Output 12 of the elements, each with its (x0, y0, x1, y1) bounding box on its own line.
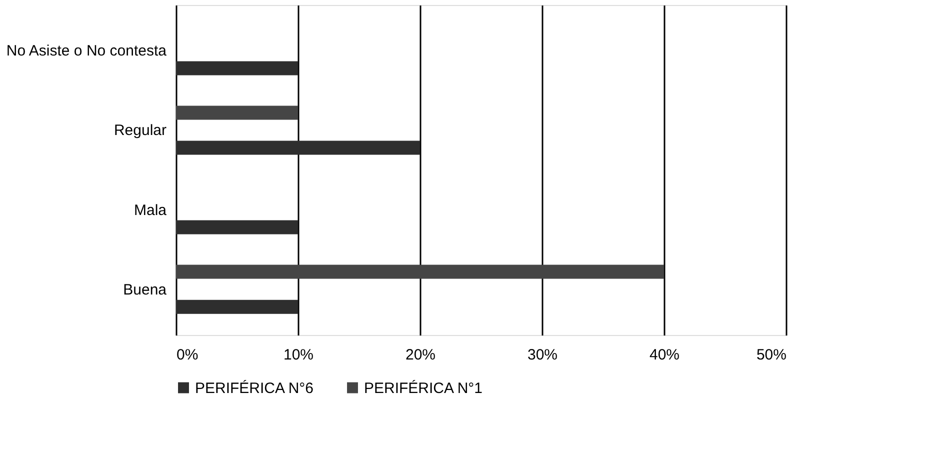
y-tick-label: No Asiste o No contesta (6, 42, 168, 60)
y-tick-label: Regular (114, 122, 167, 140)
x-tick-label: 20% (405, 346, 436, 364)
y-tick-label: Mala (134, 202, 168, 219)
x-tick-label: 50% (756, 346, 786, 364)
x-tick-label: 10% (283, 346, 314, 364)
y-tick-label: Buena (123, 281, 168, 298)
legend-label: PERIFÉRICA N°1 (364, 378, 483, 397)
legend-label: PERIFÉRICA N°6 (195, 378, 314, 397)
x-tick-label: 30% (527, 346, 558, 364)
x-tick-label: 0% (176, 346, 198, 364)
x-tick-label: 40% (649, 346, 680, 364)
